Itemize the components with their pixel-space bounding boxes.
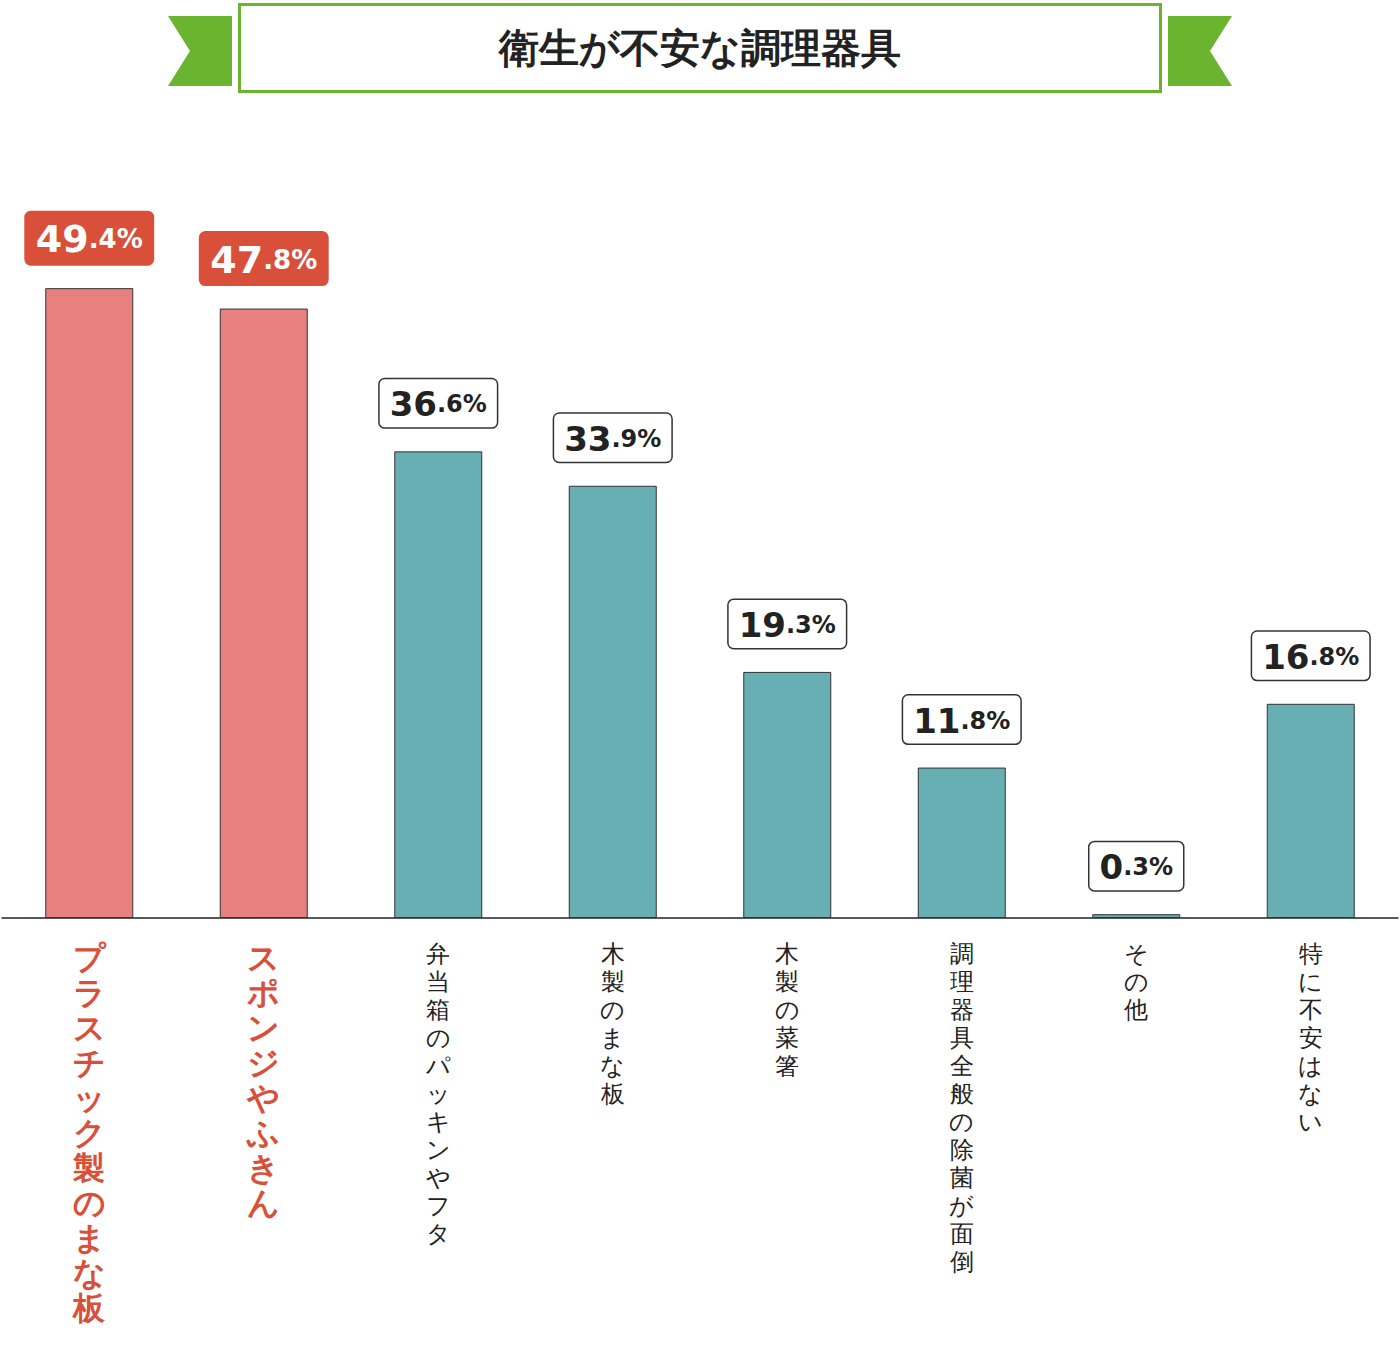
svg-text:除: 除 [950,1136,974,1164]
svg-text:16: 16 [1262,637,1309,677]
svg-text:特: 特 [1299,940,1323,968]
svg-text:ラ: ラ [73,974,106,1012]
svg-text:の: の [775,996,800,1024]
svg-text:ま: ま [73,1219,106,1257]
svg-text:や: や [246,1079,280,1117]
svg-text:.8%: .8% [960,707,1010,735]
svg-text:菌: 菌 [950,1164,974,1192]
svg-text:に: に [1298,968,1323,996]
svg-text:き: き [247,1149,280,1187]
svg-text:ふ: ふ [246,1114,280,1152]
svg-text:製: 製 [775,968,799,996]
svg-text:ン: ン [247,1009,280,1047]
svg-text:全: 全 [950,1052,974,1080]
svg-text:理: 理 [950,968,974,996]
svg-text:板: 板 [72,1289,106,1327]
svg-text:弁: 弁 [426,940,450,968]
svg-text:の: の [949,1108,974,1136]
svg-text:49: 49 [36,217,89,261]
svg-text:不: 不 [1299,996,1323,1024]
svg-text:.3%: .3% [1123,853,1173,881]
svg-text:安: 安 [1299,1024,1323,1052]
svg-text:ジ: ジ [247,1044,280,1082]
svg-text:な: な [1298,1080,1323,1108]
svg-text:.4%: .4% [89,224,143,254]
svg-text:そ: そ [1124,940,1149,968]
svg-text:ス: ス [73,1009,106,1047]
svg-text:調: 調 [950,940,974,968]
svg-text:.6%: .6% [437,390,487,418]
svg-text:当: 当 [426,968,450,996]
svg-text:板: 板 [600,1080,625,1108]
svg-text:箸: 箸 [775,1052,799,1080]
svg-text:の: の [426,1024,451,1052]
svg-text:47: 47 [210,238,263,282]
svg-text:ポ: ポ [247,974,280,1012]
svg-text:.9%: .9% [611,425,661,453]
svg-text:キ: キ [426,1108,451,1136]
svg-text:33: 33 [564,419,611,459]
svg-text:ん: ん [247,1184,280,1222]
svg-text:製: 製 [601,968,625,996]
svg-text:タ: タ [426,1220,451,1248]
svg-text:ク: ク [73,1114,106,1152]
svg-text:フ: フ [426,1192,451,1220]
svg-text:菜: 菜 [775,1024,799,1052]
svg-text:面: 面 [950,1220,974,1248]
svg-text:ス: ス [247,939,280,977]
svg-text:19: 19 [739,605,786,645]
svg-text:.3%: .3% [786,611,836,639]
svg-text:木: 木 [775,940,799,968]
svg-text:具: 具 [950,1024,974,1052]
svg-text:他: 他 [1124,996,1148,1024]
svg-text:木: 木 [601,940,625,968]
svg-text:ン: ン [426,1136,451,1164]
svg-text:パ: パ [425,1052,451,1080]
svg-text:.8%: .8% [263,245,317,275]
svg-text:箱: 箱 [426,996,450,1024]
svg-text:や: や [426,1164,451,1192]
svg-text:の: の [1124,968,1149,996]
svg-text:36: 36 [390,384,437,424]
svg-text:器: 器 [950,996,974,1024]
svg-text:衛生が不安な調理器具: 衛生が不安な調理器具 [498,25,901,71]
svg-text:ま: ま [600,1024,625,1052]
svg-text:11: 11 [913,701,960,741]
svg-text:製: 製 [72,1149,105,1187]
svg-text:0: 0 [1099,847,1123,887]
svg-text:な: な [73,1254,106,1292]
svg-text:般: 般 [950,1080,974,1108]
svg-text:の: の [600,996,625,1024]
svg-text:チ: チ [73,1044,106,1082]
svg-text:ッ: ッ [426,1080,451,1108]
svg-text:.8%: .8% [1309,643,1359,671]
svg-text:が: が [949,1192,974,1220]
svg-text:倒: 倒 [950,1248,974,1276]
svg-text:の: の [73,1184,106,1222]
svg-text:プ: プ [73,939,107,977]
svg-text:い: い [1298,1108,1323,1136]
svg-text:な: な [600,1052,625,1080]
svg-text:は: は [1298,1052,1323,1080]
svg-text:ッ: ッ [73,1079,106,1117]
